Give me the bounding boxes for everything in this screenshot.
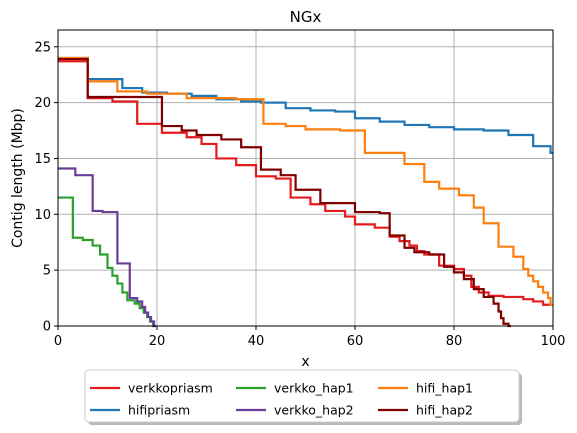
grid-lines xyxy=(57,30,554,327)
series-line-hifi-hap2 xyxy=(58,57,511,328)
series-line-verkko-hap1 xyxy=(58,196,155,328)
plot-area xyxy=(58,56,553,328)
y-tick-label: 25 xyxy=(34,40,51,55)
series-line-hifi-hap1 xyxy=(58,56,553,306)
y-axis-label: Contig length (Mbp) xyxy=(10,108,26,248)
y-tick-label: 15 xyxy=(34,152,51,167)
legend-label-hifi-hap1: hifi_hap1 xyxy=(416,381,473,396)
legend-label-verkko-hap2: verkko_hap2 xyxy=(274,403,354,418)
x-tick-label: 100 xyxy=(541,334,566,349)
axes-frame xyxy=(57,29,554,327)
legend-box xyxy=(84,369,520,423)
y-tick-label: 20 xyxy=(34,96,51,111)
x-tick-label: 60 xyxy=(347,334,364,349)
y-tick-label: 5 xyxy=(43,264,51,279)
y-axis-ticks: 0 5 10 15 20 25 xyxy=(34,40,58,335)
legend: verkkopriasm hifipriasm verkko_hap1 verkko_… xyxy=(84,369,522,425)
series-line-verkko-hap2 xyxy=(58,167,157,328)
legend-items: verkkopriasm hifipriasm verkko_hap1 verkko_… xyxy=(90,381,473,418)
x-tick-label: 80 xyxy=(446,334,463,349)
series-line-hifipriasm xyxy=(58,56,553,154)
x-tick-label: 0 xyxy=(54,334,62,349)
chart-title: NGx xyxy=(290,8,322,26)
legend-label-verkko-hap1: verkko_hap1 xyxy=(274,381,354,396)
y-tick-label: 0 xyxy=(43,320,51,335)
legend-label-hifi-hap2: hifi_hap2 xyxy=(416,403,473,418)
y-tick-label: 10 xyxy=(34,208,51,223)
legend-label-hifipriasm: hifipriasm xyxy=(128,403,190,418)
x-tick-label: 40 xyxy=(248,334,265,349)
x-tick-label: 20 xyxy=(149,334,166,349)
x-axis-label: x xyxy=(301,354,309,370)
x-axis-ticks: 0 20 40 60 80 100 xyxy=(54,326,566,349)
legend-label-verkkopriasm: verkkopriasm xyxy=(128,381,213,396)
